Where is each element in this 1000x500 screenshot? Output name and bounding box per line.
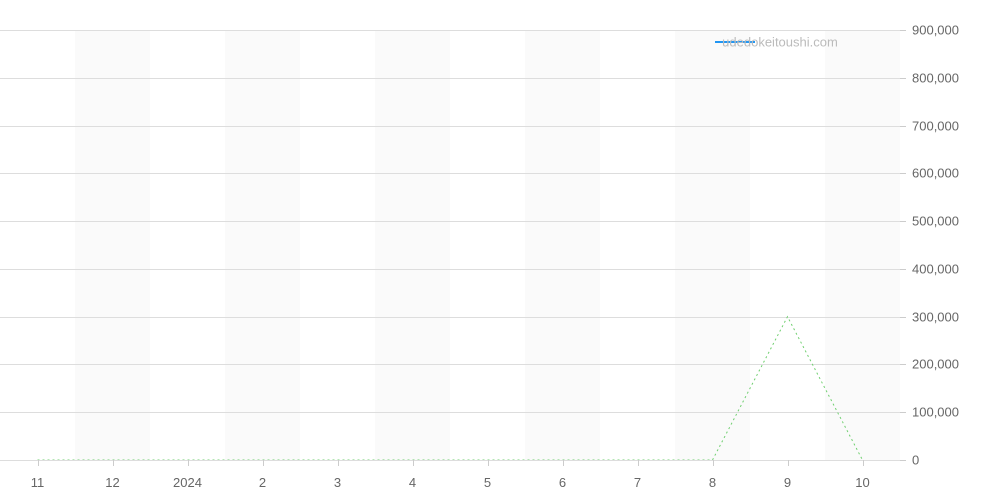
chart-band (375, 30, 450, 460)
x-axis-label: 3 (334, 475, 341, 490)
h-gridline (0, 269, 900, 270)
x-axis-label: 5 (484, 475, 491, 490)
x-axis-label: 9 (784, 475, 791, 490)
h-gridline (0, 317, 900, 318)
x-axis-label: 8 (709, 475, 716, 490)
h-gridline (0, 412, 900, 413)
watermark-text: udedokeitoushi.com (722, 35, 838, 50)
y-axis-label: 900,000 (912, 23, 959, 38)
y-tick (900, 221, 906, 222)
x-tick (188, 460, 189, 466)
h-gridline (0, 364, 900, 365)
y-axis-label: 200,000 (912, 357, 959, 372)
y-axis-label: 300,000 (912, 309, 959, 324)
y-axis-label: 100,000 (912, 405, 959, 420)
x-axis-label: 4 (409, 475, 416, 490)
x-tick (713, 460, 714, 466)
y-tick (900, 460, 906, 461)
y-axis-label: 800,000 (912, 70, 959, 85)
x-axis-label: 10 (855, 475, 869, 490)
y-tick (900, 269, 906, 270)
x-axis-label: 6 (559, 475, 566, 490)
h-gridline (0, 221, 900, 222)
x-tick (488, 460, 489, 466)
y-axis-label: 0 (912, 453, 919, 468)
x-tick (638, 460, 639, 466)
y-tick (900, 30, 906, 31)
h-gridline (0, 30, 900, 31)
h-gridline (0, 78, 900, 79)
y-axis-label: 400,000 (912, 261, 959, 276)
chart-band (75, 30, 150, 460)
x-tick (863, 460, 864, 466)
h-gridline (0, 173, 900, 174)
y-tick (900, 173, 906, 174)
x-tick (413, 460, 414, 466)
y-axis-label: 700,000 (912, 118, 959, 133)
price-chart: 0 100,000 200,000 300,000 400,000 500,000 600,… (0, 0, 1000, 500)
x-axis-label: 12 (105, 475, 119, 490)
plot-area (0, 30, 900, 460)
y-tick (900, 317, 906, 318)
chart-band (675, 30, 750, 460)
y-tick (900, 78, 906, 79)
h-gridline (0, 126, 900, 127)
y-tick (900, 412, 906, 413)
x-tick (113, 460, 114, 466)
x-tick (263, 460, 264, 466)
y-axis-label: 500,000 (912, 214, 959, 229)
x-tick (563, 460, 564, 466)
x-axis-label: 2 (259, 475, 266, 490)
x-axis-label: 11 (31, 475, 45, 490)
y-axis-label: 600,000 (912, 166, 959, 181)
chart-band (825, 30, 900, 460)
x-tick (788, 460, 789, 466)
x-axis-label: 2024 (173, 475, 202, 490)
chart-band (525, 30, 600, 460)
x-tick (338, 460, 339, 466)
y-tick (900, 126, 906, 127)
y-tick (900, 364, 906, 365)
x-axis-label: 7 (634, 475, 641, 490)
chart-band (225, 30, 300, 460)
x-tick (38, 460, 39, 466)
h-gridline (0, 460, 900, 461)
